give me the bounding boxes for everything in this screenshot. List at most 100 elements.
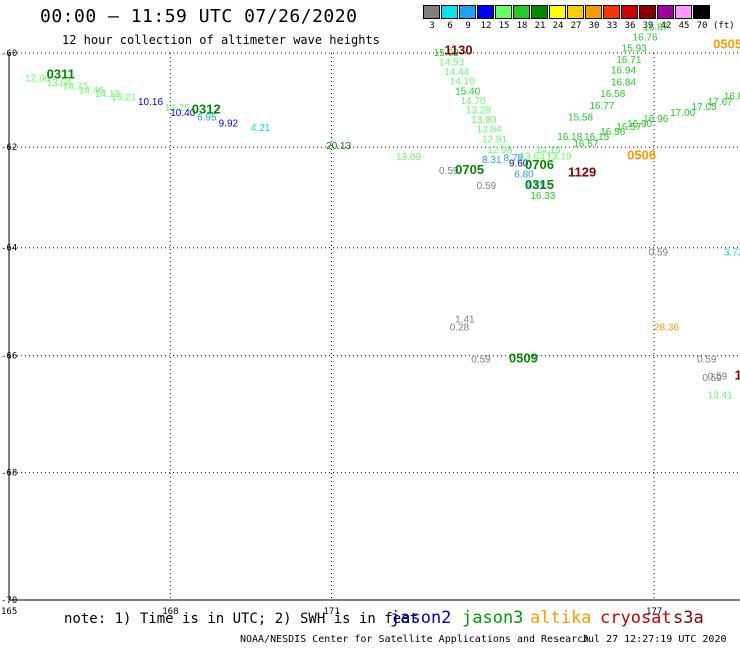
legend-swatch [549, 5, 566, 19]
legend-label: 33 [606, 21, 618, 31]
legend-label: 45 [678, 21, 690, 31]
legend-unit: (ft) [713, 21, 735, 31]
y-tick-label: -66 [1, 352, 17, 362]
swh-value-label: 16.57 [616, 122, 641, 133]
swh-value-label: 14.46 [79, 86, 104, 97]
swh-value-label: 0.59 [477, 181, 497, 192]
legend-swatches [423, 5, 735, 19]
swh-value-label: 13.19 [547, 151, 572, 162]
legend-swatch [567, 5, 584, 19]
swh-value-label: 12.98 [487, 145, 512, 156]
time-label: 1129 [568, 165, 596, 180]
satellite-name-jason2: jason2 [390, 608, 452, 628]
swh-value-label: 16.86 [724, 91, 740, 102]
swh-value-label: 14.53 [439, 57, 464, 68]
time-label: 0311 [47, 66, 75, 81]
time-label: 1130 [444, 42, 472, 57]
page-title: 00:00 – 11:59 UTC 07/26/2020 [40, 6, 358, 27]
swh-value-label: 14.44 [444, 67, 469, 78]
swh-value-label: 16.33 [530, 191, 555, 202]
swh-value-label: 8.78 [504, 153, 524, 164]
legend-label: 27 [570, 21, 582, 31]
time-label: 0315 [525, 177, 554, 192]
legend-label: 36 [624, 21, 636, 31]
swh-value-label: 16.57 [573, 139, 598, 150]
swh-value-label: 0.59 [702, 373, 722, 384]
swh-value-label: 0.59 [708, 371, 728, 382]
swh-value-label: 16.76 [633, 32, 658, 43]
legend-swatch [621, 5, 638, 19]
legend-swatch [657, 5, 674, 19]
legend-swatch [693, 5, 710, 19]
x-tick-label: 177 [646, 607, 662, 617]
swh-value-label: 16.15 [584, 132, 609, 143]
swh-value-label: 16.96 [643, 114, 668, 125]
swh-value-label: 13.64 [47, 78, 72, 89]
swh-value-label: 16.58 [600, 89, 625, 100]
swh-value-label: 9.60 [509, 159, 529, 170]
swh-value-label: 16.90 [627, 119, 652, 130]
swh-value-label: 3.73 [724, 248, 740, 259]
swh-value-label: 14.19 [536, 145, 561, 156]
legend-swatch [531, 5, 548, 19]
swh-value-label: 0.59 [471, 354, 491, 365]
swh-value-label: 17.05 [692, 102, 717, 113]
legend-label: 24 [552, 21, 564, 31]
legend-swatch [459, 5, 476, 19]
y-tick-label: -68 [1, 469, 17, 479]
swh-value-label: 8.31 [482, 155, 502, 166]
y-tick-label: -62 [1, 143, 17, 153]
swh-value-label: 16.71 [616, 55, 641, 66]
swh-value-label: 0.59 [439, 166, 459, 177]
swh-value-label: 0.59 [697, 354, 717, 365]
swh-value-label: 15.40 [455, 87, 480, 98]
chart-subtitle: 12 hour collection of altimeter wave hei… [62, 33, 380, 47]
swh-value-label: 16.87 [643, 22, 668, 33]
swh-value-label: 17.67 [708, 97, 733, 108]
swh-value-label: 13.84 [477, 125, 502, 136]
time-label: 0509 [509, 350, 538, 365]
legend-label: 30 [588, 21, 600, 31]
time-label: 0506 [627, 147, 656, 162]
satellite-name-altika: altika [530, 608, 592, 628]
swh-value-label: 15.02 [434, 48, 459, 59]
satellite-name-jason3: jason3 [462, 608, 524, 628]
swh-value-label: 16.77 [590, 101, 615, 112]
swh-value-label: 16.84 [611, 77, 636, 88]
time-label: 0312 [192, 102, 221, 117]
swh-value-label: 14.13 [95, 89, 120, 100]
x-tick-label: 165 [1, 607, 17, 617]
legend-label: 12 [480, 21, 492, 31]
legend-label: 3 [429, 21, 435, 31]
legend-swatch [477, 5, 494, 19]
swh-value-label: 6.31 [525, 181, 545, 192]
swh-value-label: 9.92 [219, 118, 239, 129]
legend-swatch [603, 5, 620, 19]
time-label: 0706 [525, 157, 554, 172]
swh-value-label: 16.94 [611, 66, 636, 77]
swh-value-label: 6.80 [514, 170, 534, 181]
legend-label: 42 [660, 21, 672, 31]
legend-swatch [513, 5, 530, 19]
swh-value-label: 1.41 [455, 314, 475, 325]
legend-swatch [675, 5, 692, 19]
legend-label: 18 [516, 21, 528, 31]
time-label: 0505 [713, 36, 740, 51]
swh-value-label: 0.28 [450, 323, 470, 334]
swh-value-label: 16.18 [557, 132, 582, 143]
y-tick-label: -60 [1, 49, 17, 59]
legend-label: 39 [642, 21, 654, 31]
legend-swatch [585, 5, 602, 19]
swh-value-label: 13.09 [396, 152, 421, 163]
y-tick-label: -70 [1, 596, 17, 606]
swh-value-label: 0.59 [649, 248, 669, 259]
swh-value-label: 20.13 [326, 141, 351, 152]
swh-value-label: 14.70 [461, 96, 486, 107]
swh-value-label: 13.63 [520, 151, 545, 162]
footer-note: note: 1) Time is in UTC; 2) SWH is in fe… [64, 611, 419, 627]
x-tick-label: 171 [324, 607, 340, 617]
legend-swatch [639, 5, 656, 19]
swh-value-label: 28.36 [654, 323, 679, 334]
swh-value-label: 12.91 [482, 134, 507, 145]
